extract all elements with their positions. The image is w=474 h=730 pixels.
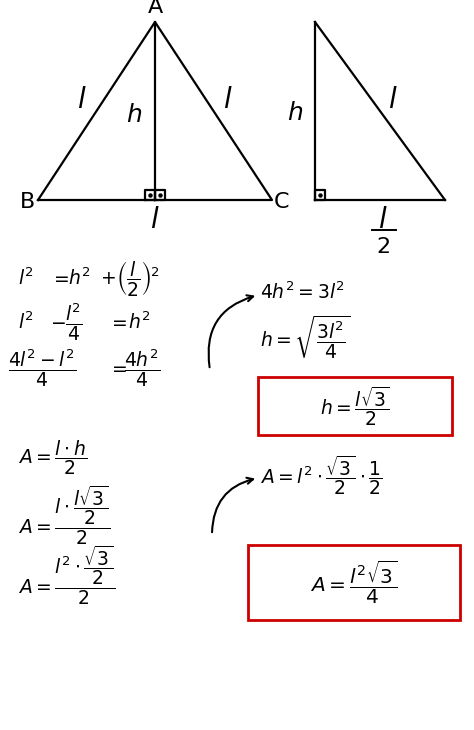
Text: $A = \dfrac{\mathit{l} \cdot \mathit{h}}{2}$: $A = \dfrac{\mathit{l} \cdot \mathit{h}}… [18, 439, 87, 477]
Text: $\dfrac{\mathit{l}^2}{4}$: $\dfrac{\mathit{l}^2}{4}$ [65, 301, 82, 342]
Text: $=$: $=$ [108, 312, 128, 331]
Text: $\mathit{l}$: $\mathit{l}$ [378, 206, 388, 234]
Text: $\mathit{l}$: $\mathit{l}$ [388, 86, 398, 114]
Text: $2$: $2$ [376, 237, 390, 257]
Text: $\mathit{l}$: $\mathit{l}$ [150, 206, 160, 234]
Text: $\mathit{l}$: $\mathit{l}$ [77, 86, 87, 114]
Text: $A = \mathit{l}^2 \cdot \dfrac{\sqrt{3}}{2} \cdot \dfrac{1}{2}$: $A = \mathit{l}^2 \cdot \dfrac{\sqrt{3}}… [260, 453, 383, 497]
Text: $A = \dfrac{\mathit{l} \cdot \dfrac{\mathit{l}\sqrt{3}}{2}}{2}$: $A = \dfrac{\mathit{l} \cdot \dfrac{\mat… [18, 483, 110, 547]
Text: $\mathit{h} = \dfrac{\mathit{l}\sqrt{3}}{2}$: $\mathit{h} = \dfrac{\mathit{l}\sqrt{3}}… [320, 384, 390, 428]
Text: $A = \dfrac{\mathit{l}^2\sqrt{3}}{4}$: $A = \dfrac{\mathit{l}^2\sqrt{3}}{4}$ [310, 558, 398, 606]
Text: $\mathit{h}$: $\mathit{h}$ [287, 101, 303, 125]
Text: B: B [20, 192, 36, 212]
Text: $\mathit{l}$: $\mathit{l}$ [223, 86, 233, 114]
FancyArrowPatch shape [212, 477, 253, 532]
Text: $\dfrac{4\mathit{h}^2}{4}$: $\dfrac{4\mathit{h}^2}{4}$ [124, 347, 160, 388]
FancyArrowPatch shape [209, 295, 253, 367]
Text: $\left(\dfrac{\mathit{l}}{2}\right)^{\!2}$: $\left(\dfrac{\mathit{l}}{2}\right)^{\!2… [116, 258, 159, 298]
Text: C: C [274, 192, 290, 212]
Text: $\mathit{l}^2$: $\mathit{l}^2$ [18, 267, 34, 289]
Text: $\mathit{h}^2$: $\mathit{h}^2$ [128, 311, 150, 333]
Text: $=$: $=$ [108, 358, 128, 377]
Text: $4\mathit{h}^2 = 3\mathit{l}^2$: $4\mathit{h}^2 = 3\mathit{l}^2$ [260, 281, 345, 303]
Text: $A = \dfrac{\mathit{l}^2 \cdot \dfrac{\sqrt{3}}{2}}{2}$: $A = \dfrac{\mathit{l}^2 \cdot \dfrac{\s… [18, 543, 116, 607]
Text: $=$: $=$ [50, 269, 69, 288]
Text: $-$: $-$ [50, 312, 66, 331]
Text: $\dfrac{4\mathit{l}^2 - \mathit{l}^2}{4}$: $\dfrac{4\mathit{l}^2 - \mathit{l}^2}{4}… [8, 347, 76, 388]
Bar [248, 545, 460, 620]
Text: $+$: $+$ [100, 269, 116, 288]
Bar [258, 377, 452, 435]
Text: $\mathit{h}^2$: $\mathit{h}^2$ [68, 267, 91, 289]
Text: $\mathit{h} = \sqrt{\dfrac{3\mathit{l}^2}{4}}$: $\mathit{h} = \sqrt{\dfrac{3\mathit{l}^2… [260, 313, 350, 361]
Text: $\mathit{l}^2$: $\mathit{l}^2$ [18, 311, 34, 333]
Text: A: A [147, 0, 163, 17]
Text: $\mathit{h}$: $\mathit{h}$ [126, 103, 142, 127]
